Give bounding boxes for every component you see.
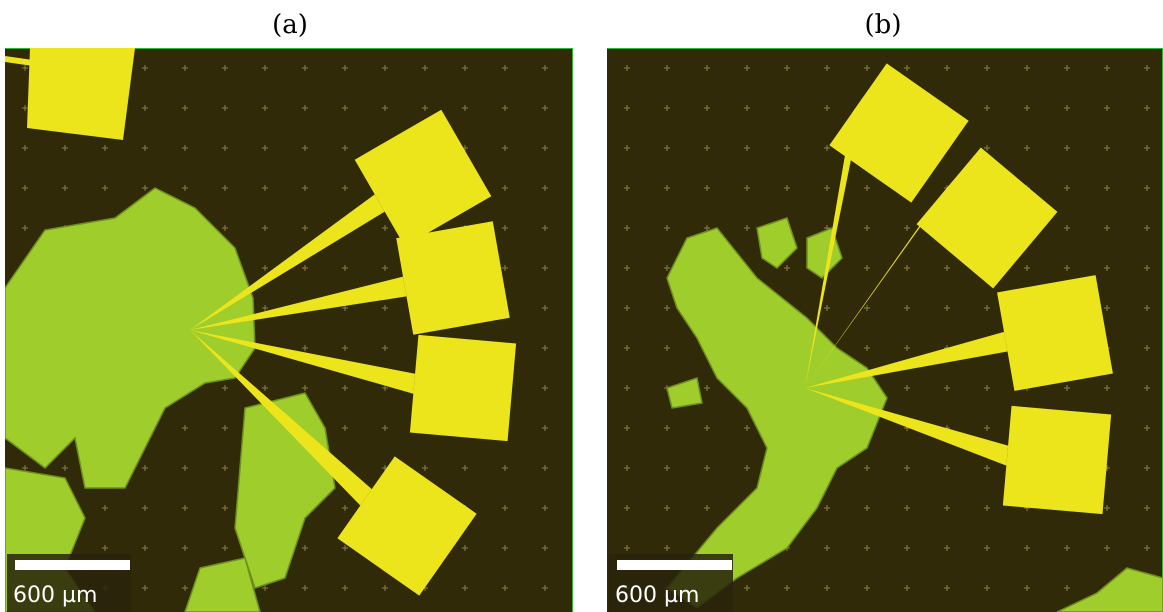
scale-bar-line [617,560,732,570]
micrograph: 600 µm [607,48,1163,612]
figure: (a) (b) 600 µm 600 µm (() => { const dat… [0,0,1163,612]
electrode-pad [997,275,1113,391]
micrograph: 600 µm [5,48,573,612]
panel-label: (a) [250,10,330,40]
scale-bar-label: 600 µm [13,583,97,608]
electrode-pad [27,48,135,140]
scale-bar-label: 600 µm [615,583,699,608]
scale-bar: 600 µm [7,554,131,612]
panel-label: (b) [843,10,923,40]
scale-bar: 600 µm [609,554,733,612]
electrode-pad [396,221,510,335]
scale-bar-line [15,560,130,570]
electrode-pad [1003,406,1111,514]
electrode-pad [410,335,516,441]
